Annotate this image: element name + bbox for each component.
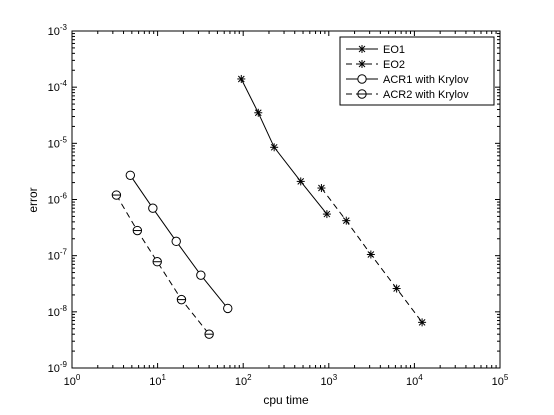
x-tick-label-base: 10 — [320, 376, 332, 388]
legend-label: EO2 — [383, 59, 405, 71]
x-tick-label-base: 10 — [64, 376, 76, 388]
data-point-d2 — [323, 210, 331, 218]
x-tick-label: 101 — [149, 373, 166, 388]
x-tick-label: 100 — [64, 373, 81, 388]
data-point-d2 — [393, 285, 400, 292]
legend: EO1 EO2 ACR1 with Krylov ACR2 with Krylov — [339, 36, 495, 106]
series-2 — [317, 184, 427, 327]
data-point-d2 — [367, 251, 375, 258]
data-point — [125, 170, 136, 180]
data-point-d2 — [318, 184, 325, 192]
x-tick-label: 104 — [406, 373, 423, 388]
tick-labels: 100 101 102 103 104 10510-910-810-710-610-510… — [48, 23, 509, 388]
y-tick-label-exponent: -9 — [60, 360, 68, 369]
data-point — [196, 270, 206, 280]
x-tick-label-exponent: 1 — [161, 373, 166, 382]
x-tick-label-base: 10 — [406, 376, 418, 388]
x-tick-label-base: 10 — [235, 376, 247, 388]
y-axis-label: error — [26, 187, 40, 212]
x-tick-label-exponent: 5 — [504, 373, 509, 382]
y-tick-label-exponent: -8 — [60, 304, 68, 313]
data-point-d2 — [270, 143, 278, 151]
x-axis-label: cpu time — [263, 393, 309, 407]
y-tick-label: 10-8 — [48, 304, 68, 319]
data-point-d2 — [237, 75, 245, 83]
legend-label: EO1 — [383, 44, 405, 56]
y-tick-label-exponent: -4 — [60, 79, 68, 88]
y-tick-label-exponent: -6 — [60, 192, 68, 201]
y-tick-label-base: 10 — [48, 251, 60, 263]
x-tick-label: 102 — [235, 373, 252, 388]
y-tick-label-base: 10 — [48, 195, 60, 207]
y-tick-label-exponent: -5 — [60, 135, 68, 144]
x-tick-label: 105 — [492, 373, 509, 388]
legend-label: ACR1 with Krylov — [383, 74, 469, 86]
y-tick-label-exponent: -7 — [60, 248, 68, 257]
y-tick-label-base: 10 — [48, 82, 60, 94]
y-tick-label-base: 10 — [48, 26, 60, 38]
x-tick-label: 103 — [320, 373, 337, 388]
legend-entry: ACR2 with Krylov — [346, 89, 469, 101]
legend-marker — [357, 74, 367, 84]
x-tick-label-base: 10 — [492, 376, 504, 388]
y-tick-label: 10-4 — [48, 79, 68, 94]
data-point-d2 — [254, 109, 262, 117]
y-tick-label-base: 10 — [48, 363, 60, 375]
y-tick-label-exponent: -3 — [60, 23, 68, 32]
y-tick-label: 10-5 — [48, 135, 68, 150]
series-1 — [237, 74, 331, 219]
axis-ticks — [71, 30, 501, 369]
legend-marker-d2 — [358, 45, 366, 53]
data-point — [223, 303, 233, 314]
data-point-d2 — [342, 217, 350, 225]
legend-entry: EO1 — [346, 44, 405, 56]
y-tick-label-base: 10 — [48, 307, 60, 319]
series-layer — [111, 74, 427, 339]
legend-entry: EO2 — [346, 59, 405, 71]
x-tick-label-exponent: 0 — [76, 373, 81, 382]
data-point-d2 — [418, 318, 426, 326]
series-3 — [125, 170, 233, 314]
y-tick-label: 10-3 — [48, 23, 68, 38]
y-tick-label: 10-9 — [48, 360, 68, 375]
x-tick-label-exponent: 2 — [247, 373, 252, 382]
x-tick-label-base: 10 — [149, 376, 161, 388]
data-point-d2 — [297, 178, 305, 185]
y-tick-label-base: 10 — [48, 138, 60, 150]
legend-label: ACR2 with Krylov — [383, 89, 469, 101]
y-tick-label: 10-6 — [48, 192, 68, 207]
data-point — [148, 203, 158, 213]
y-tick-label: 10-7 — [48, 248, 68, 263]
x-tick-label-exponent: 3 — [333, 373, 338, 382]
data-point — [171, 236, 181, 247]
legend-marker-d2 — [358, 60, 366, 68]
x-tick-label-exponent: 4 — [418, 373, 423, 382]
series-4 — [111, 190, 214, 339]
legend-entry: ACR1 with Krylov — [346, 74, 469, 86]
